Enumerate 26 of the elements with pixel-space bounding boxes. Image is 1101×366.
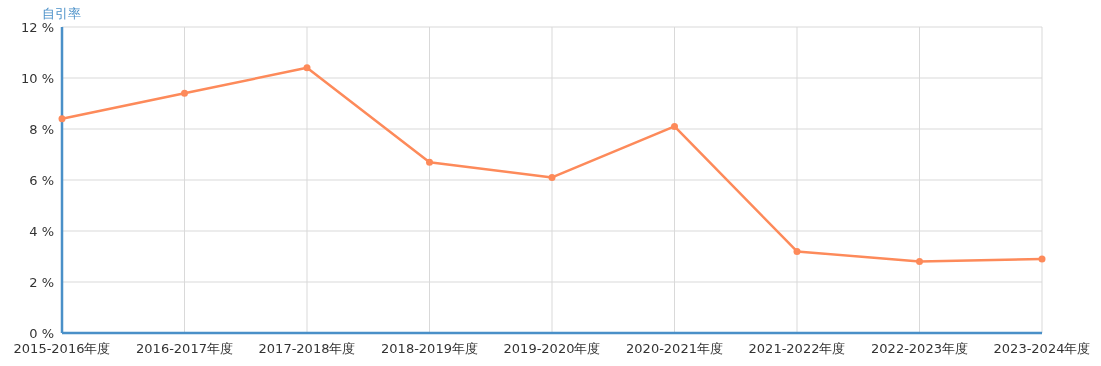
x-tick-label: 2023-2024年度 xyxy=(993,341,1091,356)
y-tick-label: 6 % xyxy=(29,172,54,188)
y-tick-label: 8 % xyxy=(29,121,54,137)
y-tick-label: 4 % xyxy=(29,223,54,239)
point xyxy=(1038,255,1046,263)
x-tick-label: 2017-2018年度 xyxy=(258,341,356,356)
y-tick-label: 12 % xyxy=(20,19,54,35)
point xyxy=(916,258,923,266)
y-tick-label: 10 % xyxy=(20,70,54,86)
point xyxy=(671,122,678,130)
x-tick-label: 2021-2022年度 xyxy=(748,341,846,356)
point xyxy=(793,247,801,255)
point xyxy=(426,158,433,166)
point xyxy=(181,89,188,97)
x-tick-label: 2016-2017年度 xyxy=(136,341,233,356)
x-tick-label: 2015-2016年度 xyxy=(13,341,111,356)
point xyxy=(303,64,311,72)
y-tick-label: 2 % xyxy=(29,274,54,290)
point xyxy=(58,115,66,123)
x-tick-label: 2019-2020年度 xyxy=(503,341,601,356)
y-axis-title: 自引率 xyxy=(42,6,81,21)
x-tick-label: 2018-2019年度 xyxy=(381,341,478,356)
point xyxy=(548,173,556,181)
x-tick-label: 2022-2023年度 xyxy=(871,341,968,356)
x-tick-label: 2020-2021年度 xyxy=(626,341,723,356)
y-tick-label: 0 % xyxy=(29,325,54,341)
